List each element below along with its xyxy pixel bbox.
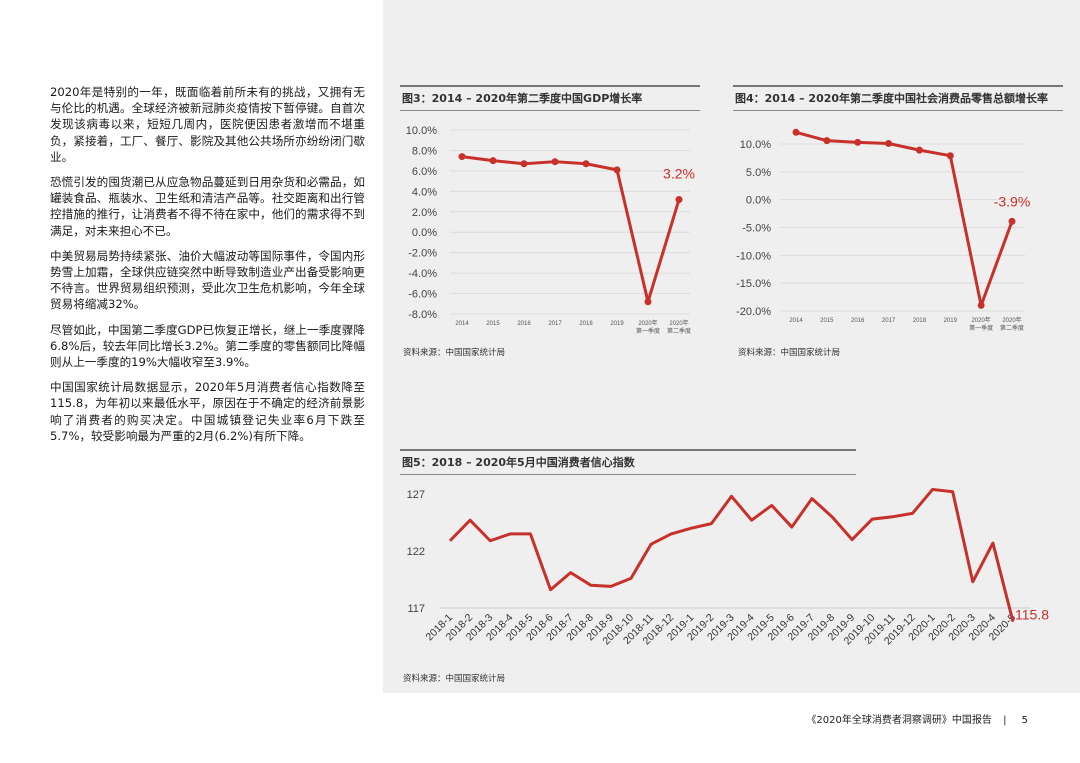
y-tick-label: -20.0% (736, 306, 771, 318)
page-number: 5 (1021, 715, 1028, 726)
paragraph: 中国国家统计局数据显示，2020年5月消费者信心指数降至115.8，为年初以来最… (50, 380, 365, 443)
retail-growth-chart: 10.0% 5.0% 0.0% -5.0% -10.0% -15.0% -20.0% 2014… (736, 128, 1031, 332)
data-point (458, 153, 466, 161)
data-point (792, 128, 800, 136)
x-tick-label: 2014 (455, 321, 469, 327)
x-tick-label: 2014 (789, 318, 803, 324)
chart-title-retail: 图4：2014 – 2020年第二季度中国社会消费品零售总额增长率 (733, 85, 1063, 111)
paragraph: 中美贸易局势持续紧张、油价大幅波动等国际事件，令国内形势雪上加霜，全球供应链突然… (50, 248, 365, 312)
y-tick-label: 10.0% (740, 139, 771, 151)
x-tick-label: 2020年第一季度 (636, 319, 660, 335)
data-point (582, 160, 590, 168)
chart-source: 资料来源：中国国家统计局 (738, 348, 841, 358)
data-point (644, 298, 652, 306)
x-tick-label: 2017 (548, 321, 562, 327)
data-point (520, 160, 528, 168)
x-tick-label: 2019 (610, 321, 624, 327)
data-point (915, 146, 923, 154)
data-point (551, 158, 559, 166)
data-point (977, 301, 985, 309)
chart-title-gdp: 图3：2014 – 2020年第二季度中国GDP增长率 (400, 85, 700, 111)
data-point (1008, 217, 1016, 225)
page-footer: 《2020年全球消费者洞察调研》中国报告 | 5 (802, 711, 1028, 726)
gdp-growth-chart: 10.0% 8.0% 6.0% 4.0% 2.0% 0.0% -2.0% -4.0% -6.0%… (406, 125, 695, 335)
chart-source: 资料来源：中国国家统计局 (403, 674, 506, 684)
x-tick-label: 2020年第一季度 (969, 316, 993, 332)
y-tick-label: 10.0% (406, 125, 437, 137)
series-line (448, 487, 1015, 623)
y-tick-label: 117 (407, 603, 425, 615)
series-line (795, 130, 1014, 307)
chart-source: 资料来源：中国国家统计局 (403, 348, 506, 358)
x-tick-label: 2019 (944, 318, 958, 324)
data-point (946, 152, 954, 160)
data-label: 115.8 (1015, 607, 1049, 623)
x-tick-label: 2017 (882, 318, 896, 324)
data-label: 3.2% (663, 166, 695, 182)
data-label: -3.9% (994, 193, 1031, 209)
x-tick-label: 2015 (820, 318, 834, 324)
report-name: 《2020年全球消费者洞察调研》中国报告 (806, 715, 992, 726)
body-text: 2020年是特别的一年，既面临着前所未有的挑战，又拥有无与伦比的机遇。全球经济被… (50, 84, 365, 453)
y-tick-label: -8.0% (408, 309, 437, 321)
y-tick-label: 6.0% (412, 166, 437, 178)
data-point (885, 139, 893, 147)
paragraph: 2020年是特别的一年，既面临着前所未有的挑战，又拥有无与伦比的机遇。全球经济被… (50, 85, 365, 164)
y-tick-label: -4.0% (408, 268, 437, 280)
y-tick-label: 2.0% (412, 207, 437, 219)
footer-separator: | (1003, 715, 1007, 726)
charts-panel (383, 0, 1080, 693)
x-tick-label: 2016 (517, 321, 531, 327)
chart-title-confidence: 图5：2018 – 2020年5月中国消费者信心指数 (400, 449, 856, 475)
y-tick-label: -5.0% (742, 223, 771, 235)
y-tick-label: -6.0% (408, 289, 437, 301)
y-tick-label: 0.0% (412, 227, 437, 239)
x-tick-label: 2020年第二季度 (1000, 316, 1024, 332)
consumer-confidence-chart: 1271221172018-12018-22018-32018-42018-52… (407, 487, 1049, 647)
y-tick-label: 0.0% (746, 195, 771, 207)
y-tick-label: 4.0% (412, 186, 437, 198)
y-tick-label: 8.0% (412, 145, 437, 157)
data-point (675, 196, 683, 204)
data-point (613, 166, 621, 174)
paragraph: 尽管如此，中国第二季度GDP已恢复正增长，继上一季度骤降6.8%后，较去年同比增… (50, 322, 365, 370)
y-tick-label: -2.0% (408, 248, 437, 260)
y-tick-label: -15.0% (736, 278, 771, 290)
y-tick-label: 122 (407, 546, 425, 558)
x-tick-label: 2020年第二季度 (667, 319, 691, 335)
paragraph: 恐慌引发的囤货潮已从应急物品蔓延到日用杂货和必需品，如罐装食品、瓶装水、卫生纸和… (50, 175, 365, 238)
series-line (461, 155, 681, 304)
x-tick-label: 2018 (579, 321, 593, 327)
data-point (823, 137, 831, 145)
y-tick-label: -10.0% (736, 250, 771, 262)
x-tick-label: 2018 (913, 318, 927, 324)
data-point (489, 157, 497, 165)
y-tick-label: 5.0% (746, 167, 771, 179)
x-tick-label: 2016 (851, 318, 865, 324)
x-tick-label: 2015 (486, 321, 500, 327)
y-tick-label: 127 (407, 489, 425, 501)
data-point (854, 138, 862, 146)
